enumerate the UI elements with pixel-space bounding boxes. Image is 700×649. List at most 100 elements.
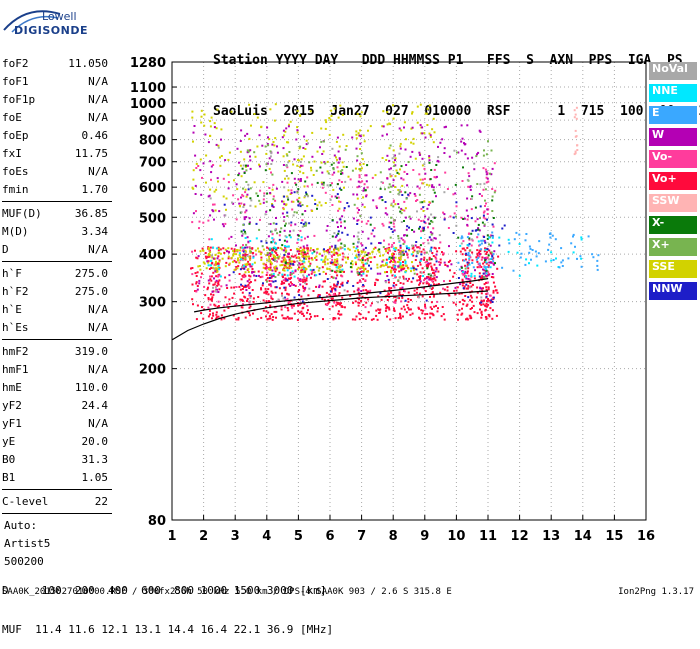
echo-point: [323, 298, 326, 301]
echo-point: [469, 256, 472, 259]
echo-point: [215, 271, 218, 273]
echo-point: [393, 225, 396, 228]
echo-point: [473, 277, 476, 280]
echo-point: [303, 225, 306, 227]
echo-point: [418, 193, 421, 196]
echo-point: [487, 274, 490, 277]
echo-point: [428, 161, 431, 164]
echo-point: [209, 188, 212, 191]
echo-point: [430, 278, 432, 281]
echo-point: [283, 286, 286, 289]
echo-point: [258, 165, 261, 168]
echo-point: [214, 304, 217, 307]
echo-point: [212, 164, 215, 166]
echo-point: [415, 200, 417, 202]
echo-point: [247, 240, 250, 243]
echo-point: [399, 263, 402, 266]
echo-point: [478, 265, 481, 268]
echo-point: [292, 260, 295, 263]
param-row: C-level 22: [2, 493, 108, 511]
echo-point: [393, 310, 396, 312]
echo-point: [375, 309, 378, 312]
echo-point: [354, 261, 357, 264]
echo-point: [249, 204, 252, 207]
echo-point: [293, 312, 296, 315]
echo-point: [428, 283, 430, 286]
echo-point: [289, 271, 292, 274]
param-row: foF1p N/A: [2, 91, 108, 109]
param-value: 36.85: [74, 207, 108, 220]
param-row: foF1 N/A: [2, 73, 108, 91]
echo-point: [320, 204, 323, 207]
echo-point: [422, 219, 425, 222]
echo-point: [305, 299, 308, 301]
param-name: C-level: [2, 495, 49, 508]
echo-point: [492, 296, 495, 299]
echo-point: [292, 163, 295, 166]
echo-point: [314, 203, 317, 205]
echo-point: [421, 201, 424, 204]
echo-point: [399, 294, 402, 296]
echo-point: [228, 151, 231, 154]
echo-point: [337, 266, 340, 268]
echo-point: [478, 229, 481, 232]
echo-point: [465, 304, 468, 307]
echo-point: [259, 218, 261, 221]
param-row: M(D) 3.34: [2, 223, 108, 241]
echo-point: [352, 301, 355, 304]
echo-point: [237, 257, 239, 260]
echo-point: [458, 292, 461, 295]
echo-point: [238, 249, 241, 252]
echo-point: [211, 262, 214, 264]
echo-point: [356, 268, 359, 271]
echo-point: [202, 162, 205, 165]
echo-point: [463, 217, 466, 220]
echo-point: [246, 246, 249, 249]
echo-point: [288, 317, 291, 320]
echo-point: [433, 272, 436, 275]
echo-point: [528, 251, 531, 254]
echo-point: [435, 276, 438, 279]
echo-point: [422, 271, 425, 274]
echo-point: [344, 256, 347, 259]
echo-point: [318, 295, 321, 298]
echo-point: [490, 276, 493, 278]
echo-point: [386, 315, 388, 318]
echo-point: [371, 229, 374, 232]
echo-point: [304, 282, 307, 285]
echo-point: [448, 279, 451, 282]
echo-point: [282, 260, 285, 263]
echo-point: [284, 288, 287, 291]
echo-point: [337, 230, 340, 233]
echo-point: [240, 196, 242, 199]
echo-point: [385, 159, 388, 161]
echo-point: [341, 172, 344, 175]
echo-point: [268, 252, 271, 255]
echo-point: [398, 261, 401, 264]
echo-point: [282, 317, 285, 320]
echo-point: [486, 248, 489, 251]
echo-point: [294, 254, 297, 257]
param-name: B0: [2, 453, 16, 466]
echo-point: [243, 203, 246, 206]
echo-point: [485, 176, 488, 179]
echo-point: [438, 261, 440, 263]
echo-point: [406, 304, 409, 307]
echo-point: [249, 159, 252, 162]
echo-point: [242, 255, 245, 258]
param-value: N/A: [88, 93, 108, 106]
echo-point: [393, 295, 396, 298]
echo-point: [476, 286, 479, 289]
echo-point: [290, 221, 293, 224]
echo-point: [479, 205, 482, 208]
echo-point: [461, 272, 464, 275]
echo-point: [210, 165, 213, 168]
echo-point: [476, 266, 479, 269]
echo-point: [461, 278, 464, 281]
echo-point: [305, 283, 308, 286]
echo-point: [211, 290, 214, 293]
echo-point: [412, 251, 415, 254]
echo-point: [302, 265, 305, 268]
echo-point: [572, 235, 574, 238]
echo-point: [238, 273, 241, 275]
